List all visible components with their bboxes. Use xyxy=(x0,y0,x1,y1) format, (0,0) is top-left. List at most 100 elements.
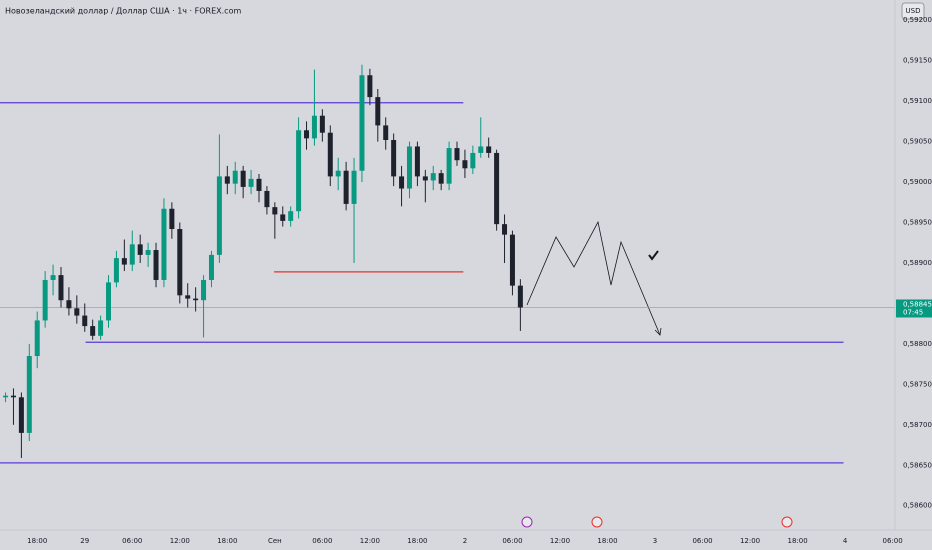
candle-body xyxy=(185,295,191,299)
candle-body xyxy=(121,258,127,265)
candle-body xyxy=(327,132,333,177)
candle-body xyxy=(161,208,167,280)
candle-body xyxy=(18,397,24,433)
candle-body xyxy=(169,208,175,229)
candle-body xyxy=(137,244,143,255)
x-tick-label: 06:00 xyxy=(312,537,332,545)
candle-body xyxy=(470,152,476,169)
candle-body xyxy=(430,173,436,181)
candle-body xyxy=(145,250,151,255)
candle-body xyxy=(224,176,230,184)
last-price-box xyxy=(896,299,932,318)
x-tick-label: 06:00 xyxy=(122,537,142,545)
candle-body xyxy=(216,176,222,255)
candle-body xyxy=(319,115,325,133)
x-tick-label: 18:00 xyxy=(597,537,617,545)
y-tick-label: 0,59050 xyxy=(903,138,932,146)
y-tick-label: 0,58700 xyxy=(903,421,932,429)
x-tick-label: 18:00 xyxy=(217,537,237,545)
y-tick-label: 0,58800 xyxy=(903,340,932,348)
chart-title: Новозеландский доллар / Доллар США · 1ч … xyxy=(5,7,241,16)
y-tick-label: 0,59150 xyxy=(903,57,932,65)
x-tick-label: 12:00 xyxy=(170,537,190,545)
candle-body xyxy=(351,170,357,204)
x-tick-label: 2 xyxy=(463,537,467,545)
candle-body xyxy=(106,282,112,321)
candle-body xyxy=(478,146,484,153)
candle-body xyxy=(232,170,238,184)
candle-body xyxy=(383,125,389,140)
candle-body xyxy=(399,176,405,189)
event-icon[interactable] xyxy=(591,516,603,528)
candle-body xyxy=(509,234,515,286)
candle-body xyxy=(208,254,214,280)
currency-label[interactable]: USD xyxy=(906,7,921,15)
candle-body xyxy=(98,320,104,336)
y-tick-label: 0,59100 xyxy=(903,97,932,105)
candle-body xyxy=(256,178,262,191)
candle-body xyxy=(446,148,452,184)
candle-body xyxy=(26,356,32,433)
y-tick-label: 0,58650 xyxy=(903,461,932,469)
x-tick-label: 4 xyxy=(843,537,848,545)
y-tick-label: 0,58900 xyxy=(903,259,932,267)
candle-body xyxy=(10,395,16,398)
candle-body xyxy=(272,207,278,215)
y-tick-label: 0,58950 xyxy=(903,219,932,227)
candle-body xyxy=(90,326,96,336)
event-icon[interactable] xyxy=(521,516,533,528)
y-tick-label: 0,59200 xyxy=(903,16,932,24)
x-tick-label: 12:00 xyxy=(740,537,760,545)
candle-body xyxy=(50,275,56,280)
candle-body xyxy=(414,146,420,177)
x-tick-label: 18:00 xyxy=(27,537,47,545)
x-tick-label: 29 xyxy=(80,537,89,545)
candle-body xyxy=(177,228,183,296)
y-tick-label: 0,59000 xyxy=(903,178,932,186)
candle-body xyxy=(240,170,246,187)
candle-body xyxy=(517,285,523,308)
last-price-label: 0,58845 xyxy=(903,300,932,308)
x-tick-label: 12:00 xyxy=(360,537,380,545)
candle-body xyxy=(201,279,207,301)
y-tick-label: 0,58600 xyxy=(903,502,932,510)
candle-body xyxy=(74,308,80,316)
candle-body xyxy=(153,250,159,280)
x-tick-label: 18:00 xyxy=(407,537,427,545)
candle-body xyxy=(248,178,254,187)
x-tick-label: 06:00 xyxy=(502,537,522,545)
event-icon[interactable] xyxy=(781,516,793,528)
x-tick-label: 12:00 xyxy=(550,537,570,545)
candle-body xyxy=(264,190,270,208)
candle-body xyxy=(66,300,72,309)
candle-body xyxy=(343,170,349,204)
candle-body xyxy=(311,115,317,139)
currency-button[interactable] xyxy=(901,2,925,20)
projection-arrow xyxy=(654,327,662,336)
x-tick-label: 06:00 xyxy=(692,537,712,545)
x-tick-label: 18:00 xyxy=(787,537,807,545)
candle-body xyxy=(304,130,310,139)
candle-body xyxy=(438,173,444,184)
candle-body xyxy=(296,130,302,212)
candle-body xyxy=(367,75,373,98)
candle-body xyxy=(129,244,135,265)
candle-body xyxy=(3,395,9,398)
candle-body xyxy=(462,160,468,169)
check-mark xyxy=(648,250,659,261)
candle-body xyxy=(113,258,119,283)
candle-body xyxy=(335,170,341,177)
candle-body xyxy=(34,320,40,357)
candle-body xyxy=(454,148,460,161)
candle-body xyxy=(58,275,64,301)
candle-body xyxy=(82,315,88,327)
candle-body xyxy=(494,152,500,225)
candle-body xyxy=(486,146,492,153)
candle-body xyxy=(359,75,365,171)
y-tick-label: 0,58750 xyxy=(903,380,932,388)
candle-body xyxy=(391,139,397,177)
candle-body xyxy=(288,211,294,221)
countdown-label: 07:45 xyxy=(903,308,923,316)
